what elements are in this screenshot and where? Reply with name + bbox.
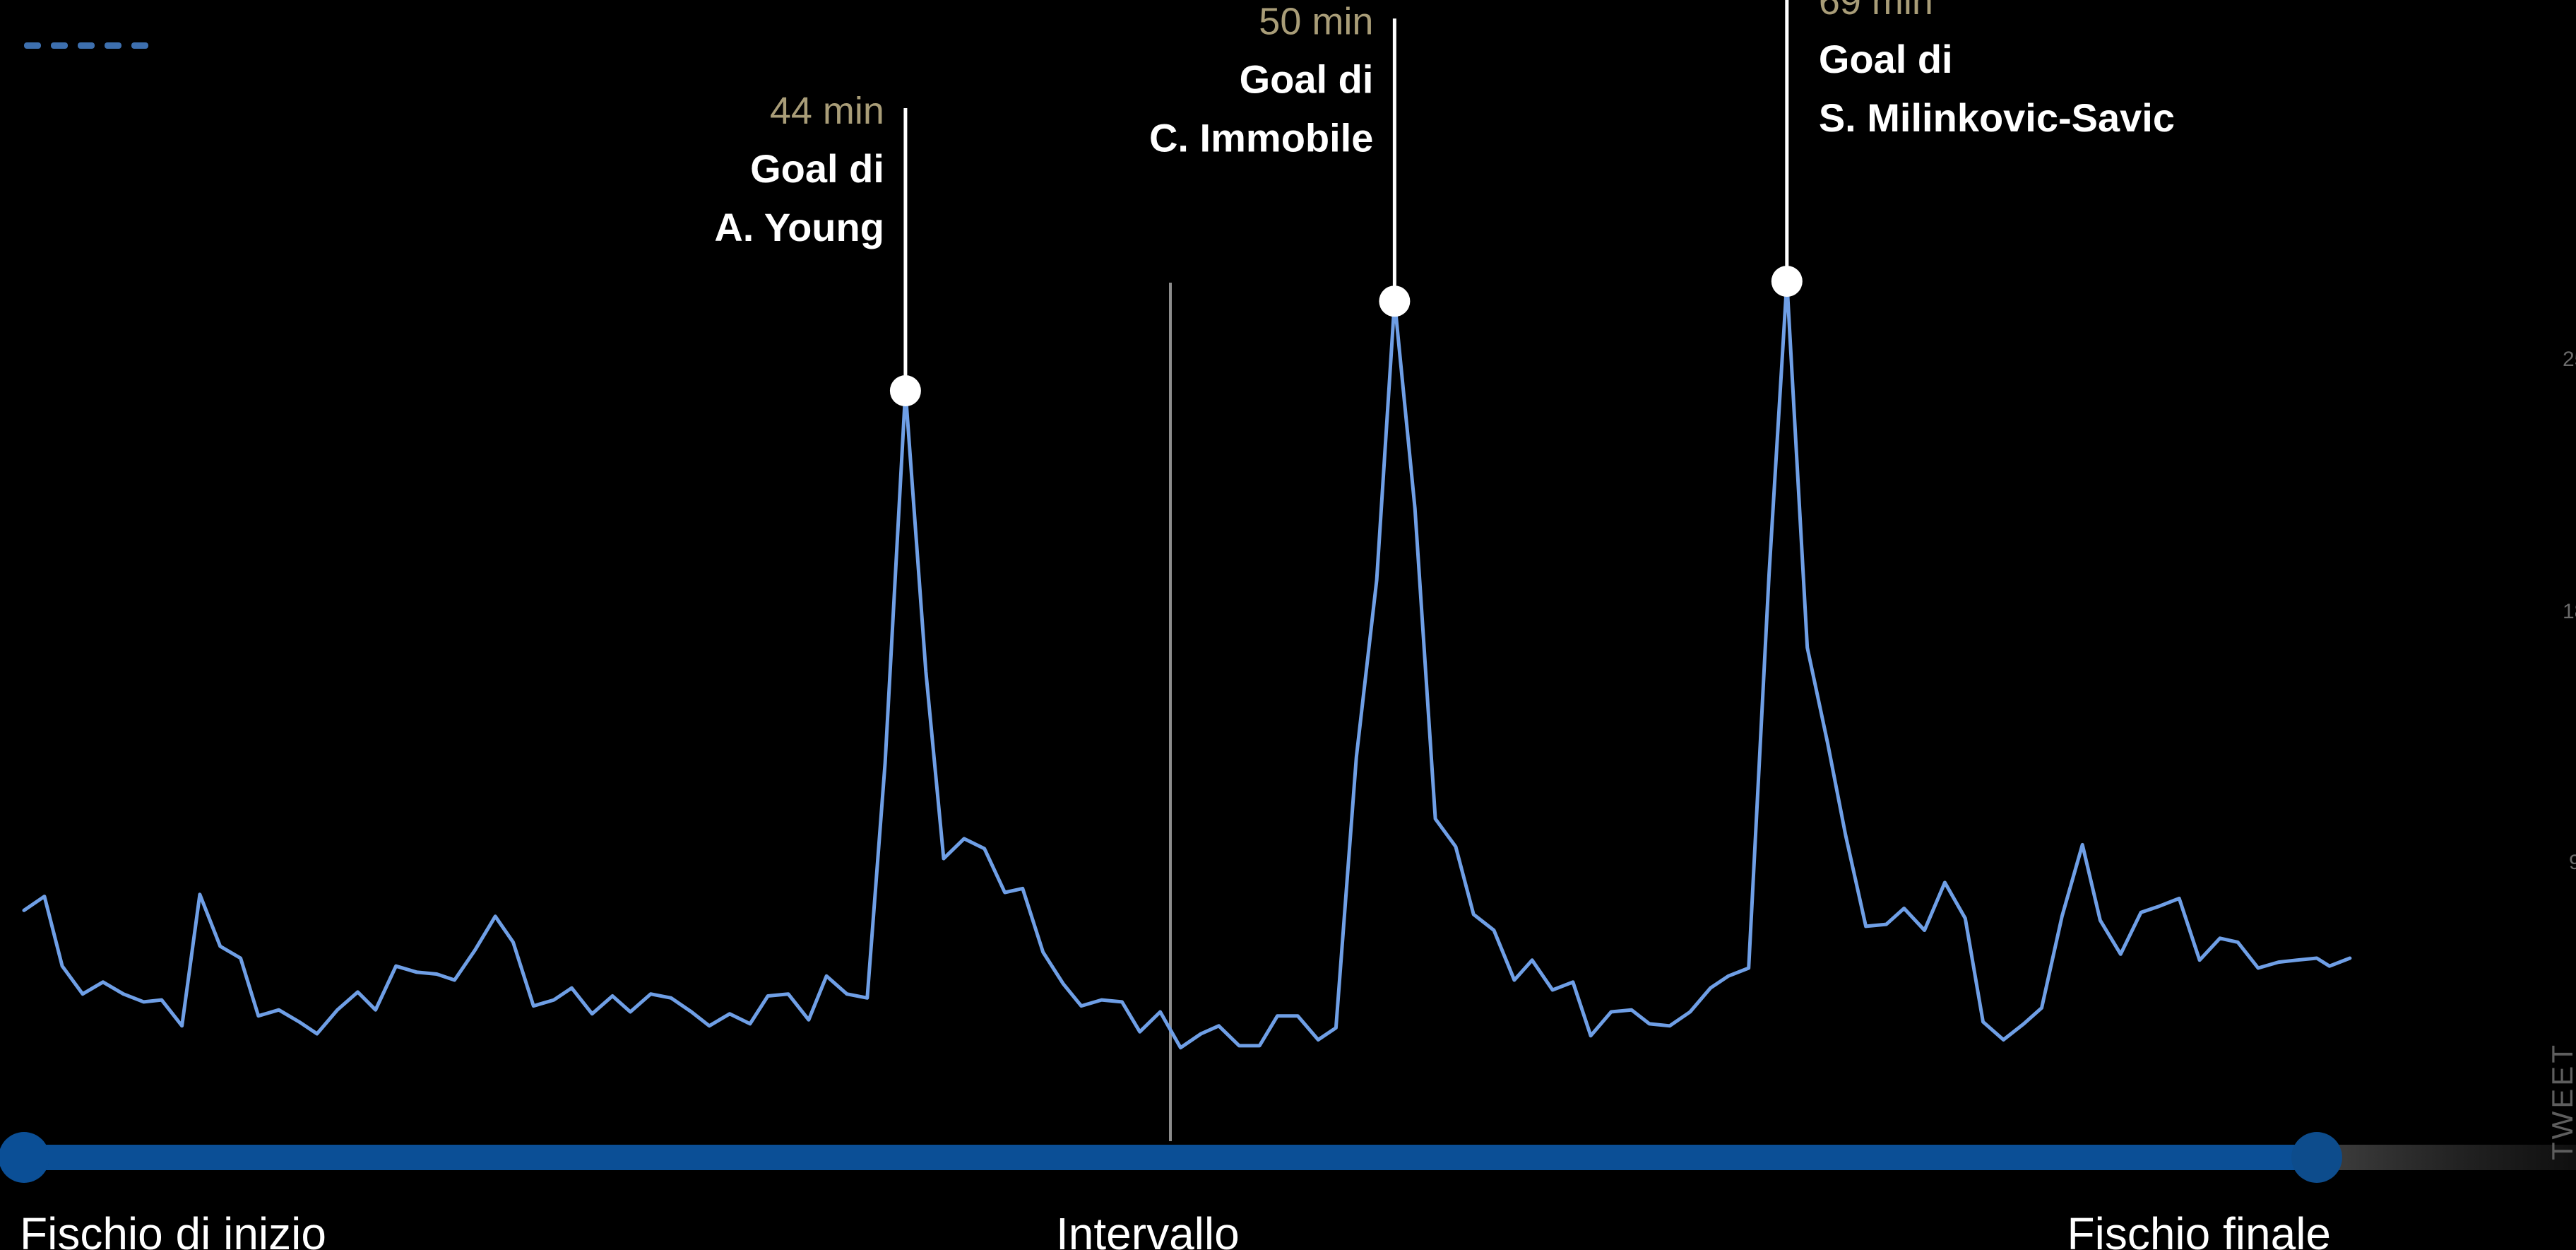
goal-scorer-label: A. Young: [714, 205, 884, 249]
time-marker-lines: [23, 155, 2318, 1141]
tweet-series-line: [22, 279, 2352, 1050]
label-halftime: Intervallo: [1056, 1208, 1240, 1250]
timeline-tail: [2331, 1145, 2576, 1170]
goal-scorer-label: C. Immobile: [1149, 115, 1373, 160]
goal-annotation: 44 min Goal di A. Young: [714, 90, 921, 407]
y-tick-middle: 18: [2563, 600, 2576, 623]
label-kickoff: Fischio di inizio: [20, 1208, 326, 1250]
y-tick-top: 25: [2563, 348, 2576, 371]
goal-title-label: Goal di: [750, 146, 884, 191]
goal-annotation: 50 min Goal di C. Immobile: [1149, 0, 1411, 317]
legend-dash: [131, 42, 148, 49]
match-timeline-bar: [24, 1145, 2317, 1170]
goal-title-label: Goal di: [1819, 37, 1953, 81]
goal-minute-label: 44 min: [770, 90, 884, 132]
timeline-start-handle[interactable]: [0, 1132, 49, 1183]
legend-dashed-line: [24, 42, 148, 49]
label-final-whistle: Fischio finale: [2067, 1208, 2332, 1250]
timeline-end-handle[interactable]: [2291, 1132, 2342, 1183]
legend-dash: [78, 42, 95, 49]
goal-marker-dot[interactable]: [1379, 285, 1411, 317]
goal-minute-label: 69 min: [1819, 0, 1933, 23]
legend-dash: [105, 42, 121, 49]
legend-dash: [24, 42, 41, 49]
y-axis-title: TWEET: [2546, 1042, 2576, 1160]
goal-minute-label: 50 min: [1259, 0, 1373, 42]
goal-marker-dot[interactable]: [1771, 266, 1803, 297]
goal-annotations: 44 min Goal di A. Young 50 min Goal di C. Imm…: [714, 0, 2175, 407]
goal-scorer-label: S. Milinkovic-Savic: [1819, 95, 2175, 140]
goal-annotation: 69 min Goal di S. Milinkovic-Savic: [1771, 0, 2175, 297]
legend-dash: [51, 42, 68, 49]
goal-title-label: Goal di: [1240, 57, 1374, 101]
goal-marker-dot[interactable]: [889, 375, 921, 407]
y-tick-bottom: 9: [2569, 851, 2576, 874]
